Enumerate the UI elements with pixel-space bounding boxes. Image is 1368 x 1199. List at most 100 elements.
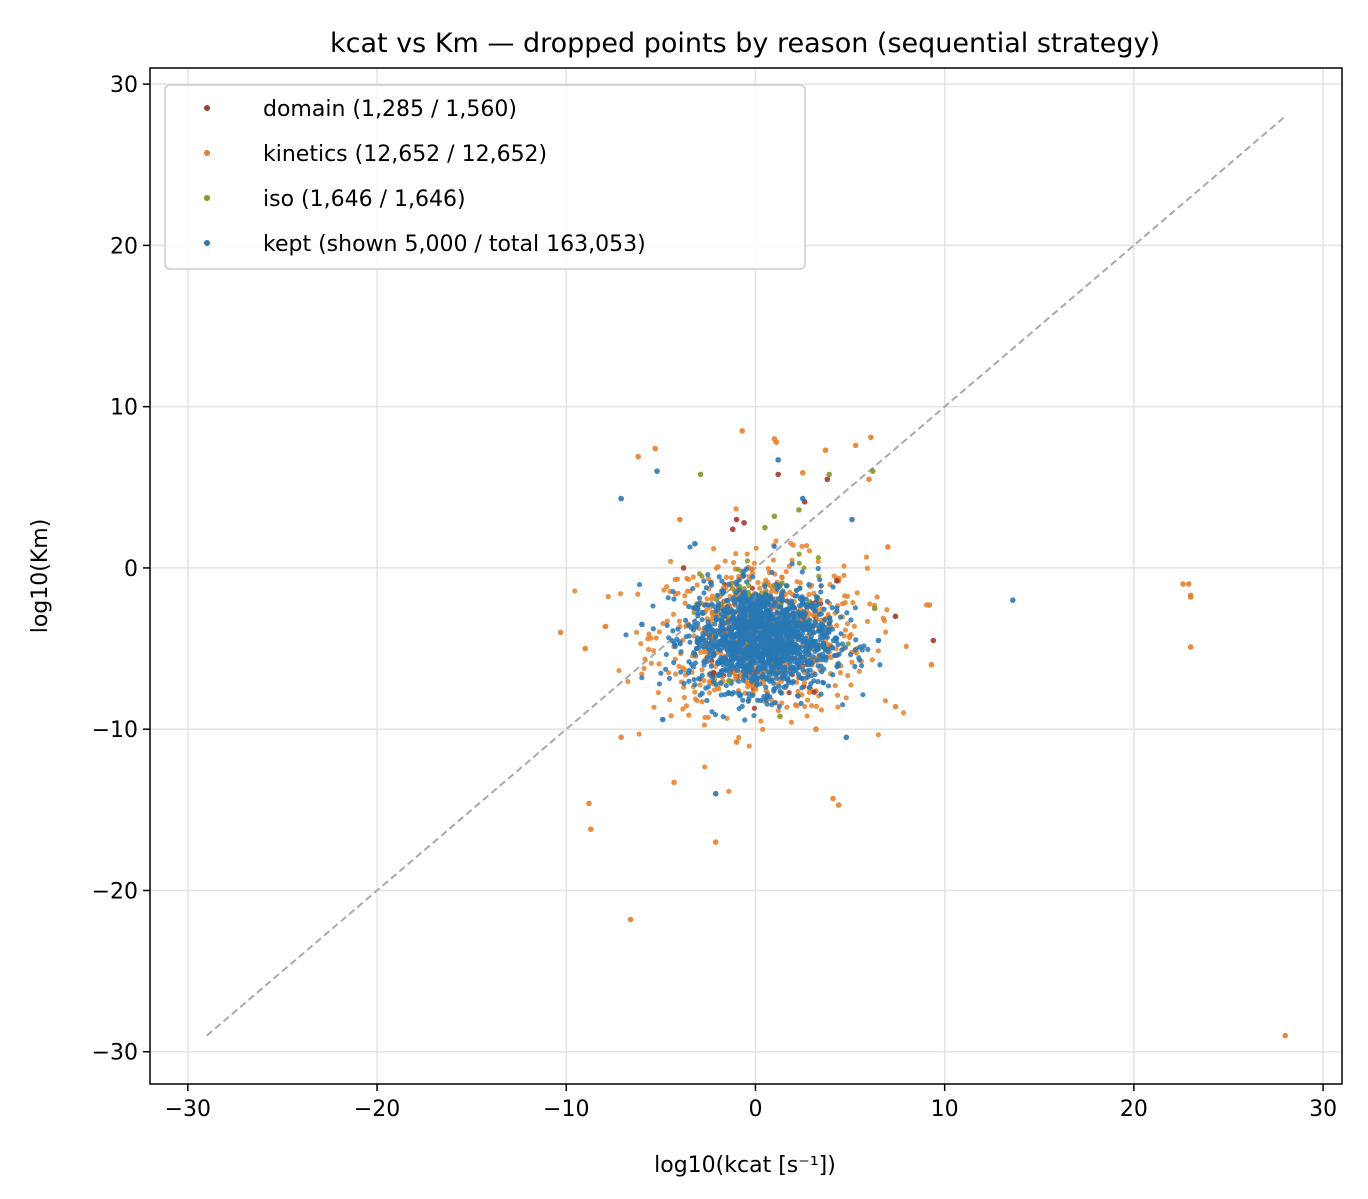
y-axis-label: log10(Km) (28, 519, 53, 634)
plot-area-frame (149, 67, 1343, 1085)
kept-point (658, 670, 664, 676)
kept-legend-label: kept (shown 5,000 / total 163,053) (263, 232, 646, 257)
kept-point (748, 604, 754, 611)
kinetics-point (656, 629, 662, 635)
kept-point (877, 662, 883, 668)
kept-point (726, 581, 732, 587)
kept-point (837, 614, 844, 620)
kept-point (799, 685, 805, 691)
kept-point (755, 614, 761, 620)
kept-point (756, 623, 762, 630)
kept-point (761, 596, 767, 602)
kept-point (746, 674, 752, 681)
kept-point (746, 695, 752, 702)
kinetics-point (588, 826, 594, 832)
kept-point (783, 653, 789, 659)
iso-point (696, 571, 703, 577)
kinetics-point (843, 695, 849, 701)
kinetics-point (733, 506, 739, 512)
kinetics-point (1180, 581, 1186, 587)
kept-point (760, 655, 766, 661)
kinetics-point (645, 636, 651, 642)
kept-point (740, 677, 746, 683)
kept-point (737, 594, 743, 600)
kept-point (809, 640, 816, 646)
kept-point (738, 692, 744, 698)
kinetics-point (681, 684, 687, 690)
kinetics-point (875, 648, 881, 654)
kinetics-point (744, 680, 750, 686)
kept-point (748, 642, 754, 648)
kinetics-point (680, 706, 686, 712)
kept-point (678, 649, 684, 655)
kept-point (763, 684, 769, 690)
kept-point (852, 605, 859, 611)
kept-point (755, 646, 761, 652)
kept-point (704, 697, 710, 704)
kept-point (745, 691, 752, 697)
kept-point (776, 703, 782, 710)
kinetics-point (706, 679, 713, 685)
kinetics-point (864, 565, 871, 571)
kinetics-point (636, 731, 642, 737)
kept-point (839, 641, 846, 647)
kept-point (671, 660, 677, 666)
kinetics-point (753, 545, 759, 551)
kept-point (699, 672, 705, 679)
kept-point (797, 613, 803, 619)
kept-point (756, 630, 763, 636)
iso-point (796, 551, 802, 557)
kept-point (727, 636, 734, 642)
kept-point (724, 605, 730, 611)
kinetics-point (755, 579, 761, 586)
x-tick-label: 30 (1309, 1097, 1337, 1122)
kept-point (830, 584, 836, 590)
kept-point (687, 639, 693, 645)
kinetics-point (699, 699, 705, 705)
kept-point (720, 639, 726, 645)
kept-point (736, 678, 742, 684)
kinetics-point (842, 600, 848, 606)
kept-point (718, 658, 725, 664)
kinetics-point (881, 618, 887, 624)
kept-point (764, 692, 770, 698)
kinetics-point (699, 667, 705, 673)
kept-point (678, 669, 684, 675)
kinetics-point (673, 671, 679, 677)
kinetics-point (837, 670, 843, 676)
kept-point (780, 665, 786, 671)
kinetics-point (616, 667, 622, 674)
kept-point (796, 603, 803, 609)
kept-point (720, 590, 726, 597)
kinetics-point (801, 679, 807, 686)
kinetics-point (635, 453, 641, 460)
kept-point (762, 611, 768, 617)
kept-point (780, 588, 786, 594)
kept-point (705, 619, 711, 625)
kinetics-point (854, 590, 860, 596)
kept-point (702, 637, 709, 643)
kept-point (760, 644, 766, 650)
kinetics-point (850, 599, 856, 606)
x-axis-ticks: −30 −20 −10 0 10 20 30 (165, 1084, 1337, 1122)
kept-point (754, 674, 760, 680)
kinetics-point (845, 673, 851, 679)
iso-point (826, 471, 833, 478)
y-tick-label: 0 (124, 557, 138, 582)
kinetics-point (832, 682, 838, 689)
kept-point (829, 645, 836, 651)
kept-point (739, 612, 745, 618)
kept-point (803, 650, 809, 656)
kept-point (810, 629, 816, 635)
kinetics-point (666, 697, 673, 703)
kept-point (770, 656, 776, 663)
kinetics-point (682, 593, 688, 599)
kept-point (742, 717, 748, 723)
kinetics-legend-marker (204, 150, 210, 156)
kept-point (692, 540, 698, 547)
kept-point (740, 638, 746, 644)
kept-point (795, 609, 801, 615)
kept-point (824, 598, 830, 605)
kept-point (796, 657, 802, 663)
kept-point (714, 592, 721, 598)
